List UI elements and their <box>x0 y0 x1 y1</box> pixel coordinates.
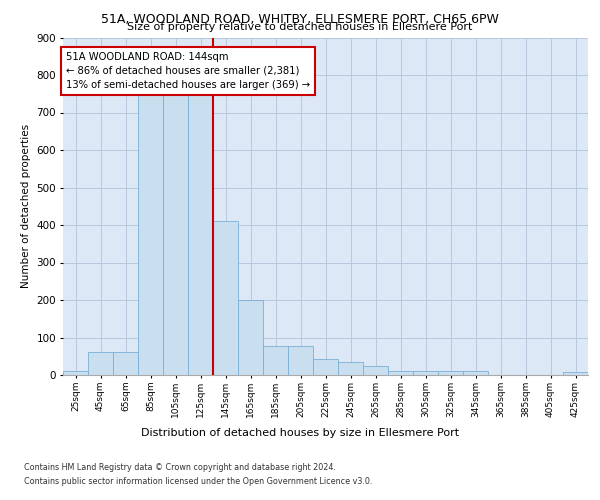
Bar <box>88 352 113 375</box>
Text: Contains public sector information licensed under the Open Government Licence v3: Contains public sector information licen… <box>24 477 373 486</box>
Text: 51A WOODLAND ROAD: 144sqm
← 86% of detached houses are smaller (2,381)
13% of se: 51A WOODLAND ROAD: 144sqm ← 86% of detac… <box>65 52 310 90</box>
Bar <box>289 346 313 375</box>
Bar <box>439 371 463 375</box>
Bar <box>563 372 587 375</box>
Bar <box>214 221 238 375</box>
Text: 51A, WOODLAND ROAD, WHITBY, ELLESMERE PORT, CH65 6PW: 51A, WOODLAND ROAD, WHITBY, ELLESMERE PO… <box>101 12 499 26</box>
Bar <box>413 371 437 375</box>
Bar <box>139 92 163 375</box>
Bar <box>313 359 338 375</box>
Bar <box>463 371 488 375</box>
Bar <box>263 346 287 375</box>
Bar <box>388 370 413 375</box>
Bar <box>238 300 263 375</box>
Bar <box>64 371 88 375</box>
Bar <box>188 94 212 375</box>
Text: Distribution of detached houses by size in Ellesmere Port: Distribution of detached houses by size … <box>141 428 459 438</box>
Y-axis label: Number of detached properties: Number of detached properties <box>21 124 31 288</box>
Bar <box>338 362 362 375</box>
Bar <box>364 366 388 375</box>
Bar <box>163 92 188 375</box>
Bar <box>113 352 137 375</box>
Text: Size of property relative to detached houses in Ellesmere Port: Size of property relative to detached ho… <box>127 22 473 32</box>
Text: Contains HM Land Registry data © Crown copyright and database right 2024.: Contains HM Land Registry data © Crown c… <box>24 464 336 472</box>
